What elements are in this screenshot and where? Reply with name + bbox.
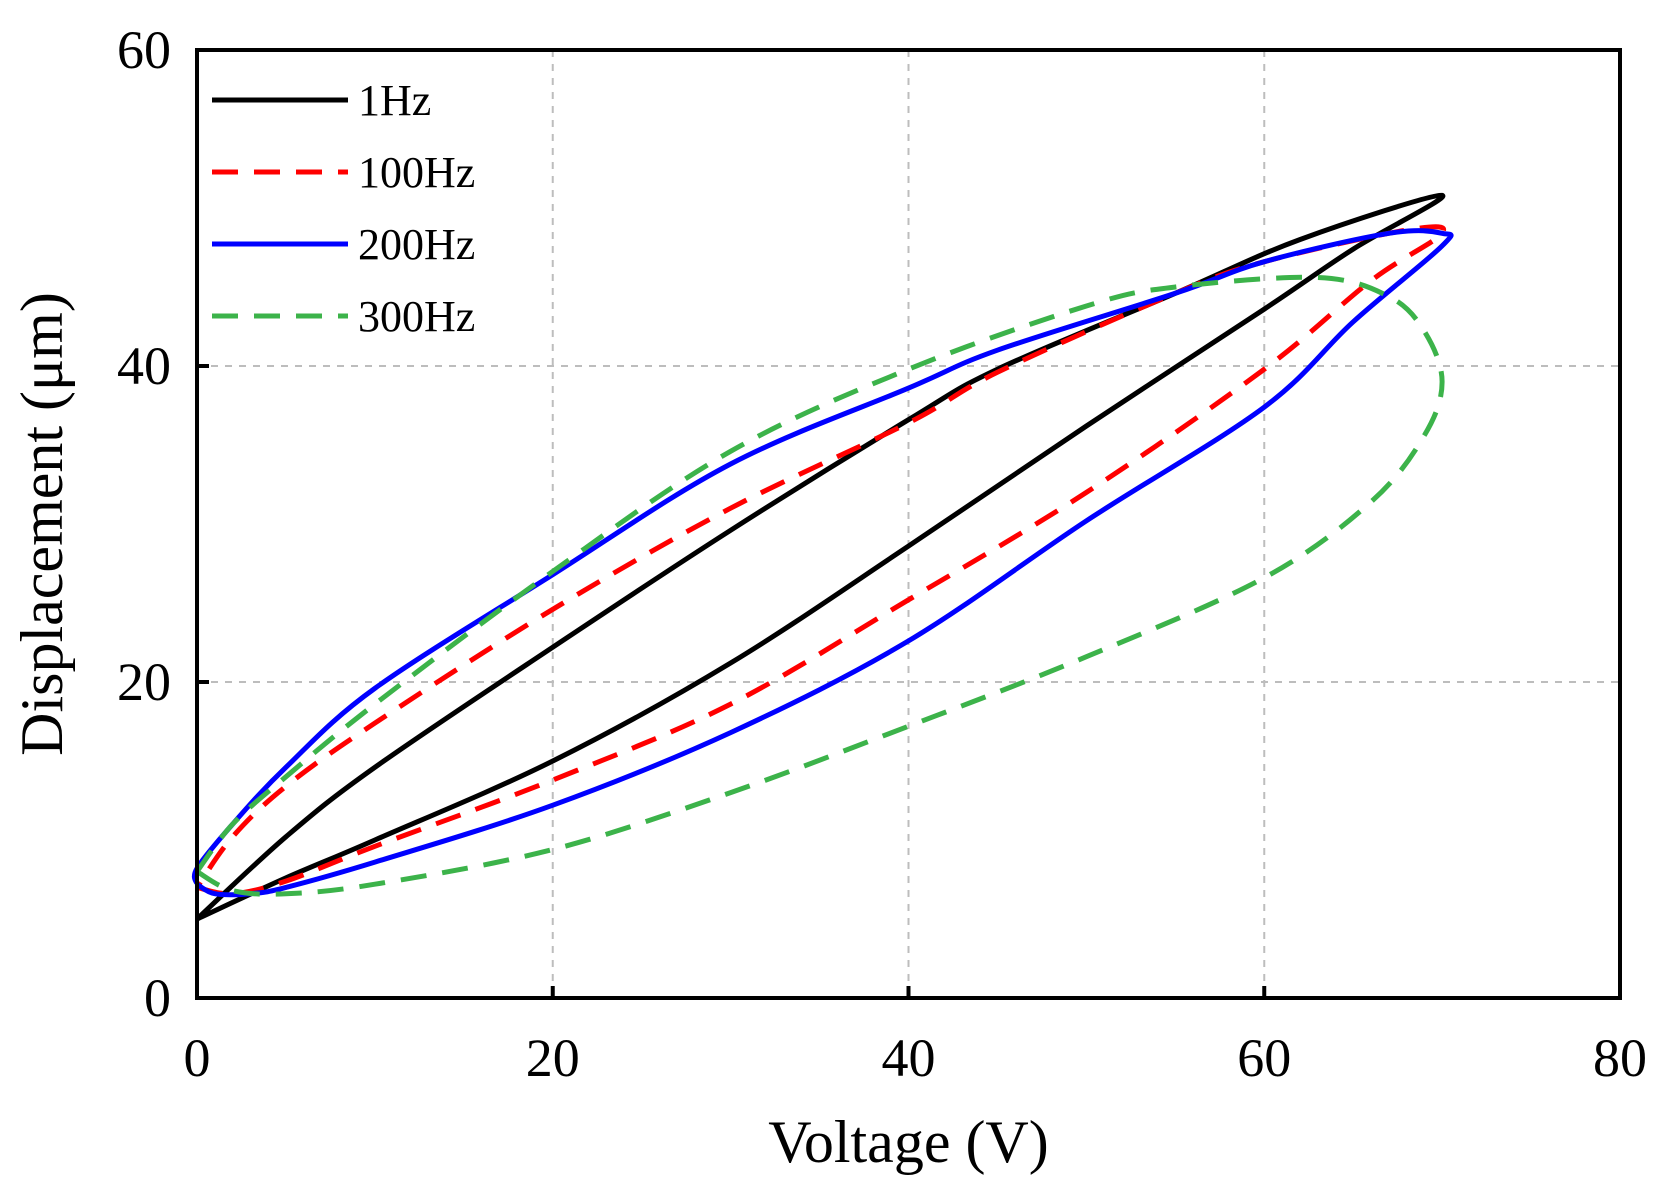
legend: 1Hz 100Hz 200Hz 300Hz (212, 76, 475, 341)
series-line-300hz (194, 274, 1445, 897)
y-axis-title: Displacement (μm) (9, 292, 75, 756)
series-line-1hz (195, 192, 1446, 922)
tick-labels: 0 20 40 60 80 0 20 40 60 (117, 20, 1647, 1088)
legend-label-1hz: 1Hz (358, 76, 431, 125)
x-axis-title: Voltage (V) (768, 1109, 1049, 1175)
x-tick-label: 40 (882, 1028, 936, 1088)
legend-label-100hz: 100Hz (358, 148, 475, 197)
x-tick-label: 80 (1593, 1028, 1647, 1088)
x-tick-label: 0 (184, 1028, 211, 1088)
y-tick-label: 60 (117, 20, 171, 80)
series-line-100hz (194, 224, 1446, 897)
y-tick-label: 40 (117, 336, 171, 396)
legend-label-300hz: 300Hz (358, 292, 475, 341)
y-tick-label: 0 (144, 968, 171, 1028)
series-line-200hz (191, 228, 1454, 898)
y-tick-label: 20 (117, 652, 171, 712)
series-layer (191, 192, 1454, 922)
grid-lines (197, 50, 1620, 998)
legend-label-200hz: 200Hz (358, 220, 475, 269)
x-tick-label: 20 (526, 1028, 580, 1088)
axis-ticks (195, 48, 1622, 1000)
x-tick-label: 60 (1237, 1028, 1291, 1088)
